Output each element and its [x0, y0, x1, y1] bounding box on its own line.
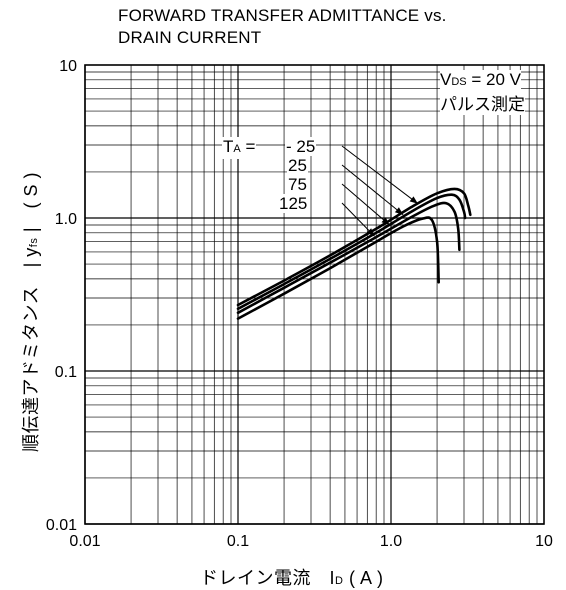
temp-label-eq: =: [240, 137, 256, 156]
chart-title-line-1: FORWARD TRANSFER ADMITTANCE vs.: [118, 6, 447, 25]
series-line-0: [236, 187, 472, 307]
condition-vds-v: V: [440, 70, 452, 89]
arrow-head-1: [394, 207, 404, 215]
grid-minor: [85, 65, 544, 524]
y-axis-label: 順伝達アドミタンス | yfs | ( S ): [17, 172, 43, 452]
series-line-3: [236, 216, 440, 320]
y-axis-label-sub: fs: [28, 237, 40, 248]
series-label-m25: - 25: [285, 137, 317, 156]
condition-vds: VDS = 20 V: [440, 70, 521, 90]
condition-pulse: パルス測定: [440, 90, 525, 115]
y-axis-label-main: 順伝達アドミタンス | y: [21, 247, 41, 453]
leader-line-2: [341, 183, 390, 226]
temp-label-prefix: TA =: [222, 137, 257, 159]
x-tick-label: 1.0: [380, 533, 402, 550]
y-tick-label: 0.1: [55, 364, 77, 381]
temp-label-t: T: [223, 137, 234, 156]
series-label-75: 75: [287, 175, 308, 194]
series-line-1: [236, 193, 467, 311]
y-tick-label: 10: [59, 58, 77, 75]
x-axis-label: ドレイン電流 ID ( A ): [200, 564, 383, 590]
x-axis-label-rest: ( A ): [343, 568, 384, 588]
arrow-head-2: [381, 217, 390, 226]
arrow-head-0: [409, 196, 418, 204]
x-axis-label-sub: D: [335, 575, 344, 587]
arrow-head-3: [366, 228, 375, 237]
series-label-25: 25: [287, 156, 308, 175]
leader-line-0: [341, 145, 419, 205]
chart-title-line-2: DRAIN CURRENT: [118, 28, 262, 47]
y-tick-label: 1.0: [55, 211, 77, 228]
condition-vds-sub: DS: [451, 76, 467, 88]
temp-label-sub: A: [233, 143, 241, 155]
curves: [236, 187, 472, 320]
x-tick-label: 10: [535, 533, 553, 550]
x-tick-label: 0.1: [227, 533, 249, 550]
y-tick-label: 0.01: [46, 517, 77, 534]
leader-line-1: [341, 164, 404, 216]
y-axis-label-rest: | ( S ): [21, 171, 41, 238]
condition-vds-value: = 20 V: [466, 70, 521, 89]
series-label-125: 125: [278, 194, 309, 213]
arrows: [341, 145, 419, 237]
x-axis-label-main: ドレイン電流 I: [200, 568, 336, 588]
grid-major: [84, 65, 544, 525]
plot-frame: [84, 64, 545, 525]
series-line-2: [236, 201, 461, 315]
x-tick-label: 0.01: [69, 533, 100, 550]
tick-labels: 0.01 0.1 1.0 10 10 1.0 0.1 0.01: [46, 58, 553, 550]
